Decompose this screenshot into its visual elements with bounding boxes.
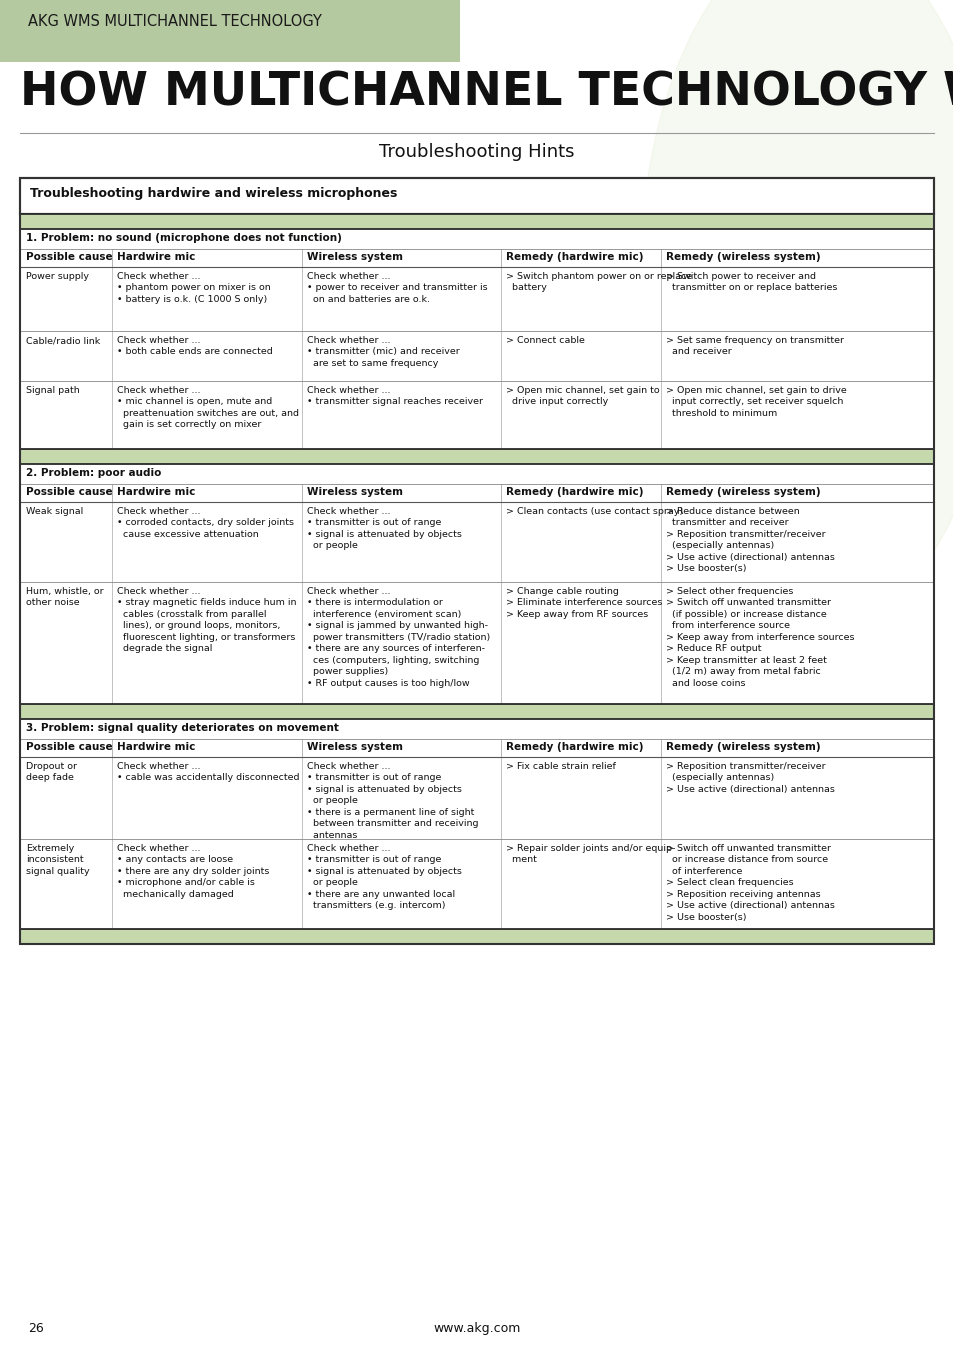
Text: Check whether ...
• cable was accidentally disconnected: Check whether ... • cable was accidental… <box>117 761 299 783</box>
Text: 3. Problem: signal quality deteriorates on movement: 3. Problem: signal quality deteriorates … <box>26 724 338 733</box>
Text: > Set same frequency on transmitter
  and receiver: > Set same frequency on transmitter and … <box>665 336 843 356</box>
Text: > Open mic channel, set gain to drive
  input correctly, set receiver squelch
  : > Open mic channel, set gain to drive in… <box>665 386 846 418</box>
Text: Check whether ...
• transmitter (mic) and receiver
  are set to same frequency: Check whether ... • transmitter (mic) an… <box>307 336 459 369</box>
Text: Hum, whistle, or
other noise: Hum, whistle, or other noise <box>26 587 104 608</box>
Bar <box>20 450 933 464</box>
Bar <box>20 703 933 720</box>
Text: Signal path: Signal path <box>26 386 80 396</box>
Text: > Reposition transmitter/receiver
  (especially antennas)
> Use active (directio: > Reposition transmitter/receiver (espec… <box>665 761 834 794</box>
Text: Possible cause: Possible cause <box>26 487 112 497</box>
Text: Check whether ...
• there is intermodulation or
  interference (enviroment scan): Check whether ... • there is intermodula… <box>307 587 490 687</box>
Text: Troubleshooting hardwire and wireless microphones: Troubleshooting hardwire and wireless mi… <box>30 188 397 200</box>
Bar <box>20 738 933 757</box>
Text: Troubleshooting Hints: Troubleshooting Hints <box>379 143 574 161</box>
Text: 1. Problem: no sound (microphone does not function): 1. Problem: no sound (microphone does no… <box>26 234 341 243</box>
Bar <box>20 248 933 267</box>
Text: Remedy (hardwire mic): Remedy (hardwire mic) <box>505 487 643 497</box>
Bar <box>20 178 933 944</box>
Text: Check whether ...
• any contacts are loose
• there are any dry solder joints
• m: Check whether ... • any contacts are loo… <box>117 844 269 899</box>
Text: Remedy (hardwire mic): Remedy (hardwire mic) <box>505 743 643 752</box>
Text: Hardwire mic: Hardwire mic <box>117 487 195 497</box>
Text: > Reduce distance between
  transmitter and receiver
> Reposition transmitter/re: > Reduce distance between transmitter an… <box>665 508 834 574</box>
Text: Check whether ...
• phantom power on mixer is on
• battery is o.k. (C 1000 S onl: Check whether ... • phantom power on mix… <box>117 271 271 304</box>
Bar <box>20 838 933 929</box>
Bar <box>20 267 933 331</box>
Text: Wireless system: Wireless system <box>307 487 402 497</box>
Text: > Switch phantom power on or replace
  battery: > Switch phantom power on or replace bat… <box>505 271 691 293</box>
Text: Remedy (wireless system): Remedy (wireless system) <box>665 252 820 262</box>
Text: 26: 26 <box>28 1322 44 1335</box>
Text: Possible cause: Possible cause <box>26 252 112 262</box>
Text: Check whether ...
• both cable ends are connected: Check whether ... • both cable ends are … <box>117 336 273 356</box>
Text: > Fix cable strain relief: > Fix cable strain relief <box>505 761 616 771</box>
Text: > Change cable routing
> Eliminate interference sources
> Keep away from RF sour: > Change cable routing > Eliminate inter… <box>505 587 661 618</box>
Text: > Connect cable: > Connect cable <box>505 336 584 346</box>
Text: HOW MULTICHANNEL TECHNOLOGY WORKS: HOW MULTICHANNEL TECHNOLOGY WORKS <box>20 70 953 115</box>
Bar <box>20 485 933 502</box>
Bar <box>20 230 933 248</box>
Bar <box>20 178 933 215</box>
Bar <box>20 464 933 485</box>
Text: Hardwire mic: Hardwire mic <box>117 252 195 262</box>
Bar <box>20 929 933 944</box>
Bar <box>20 381 933 450</box>
Bar <box>20 215 933 230</box>
Text: Dropout or
deep fade: Dropout or deep fade <box>26 761 77 783</box>
Bar <box>20 331 933 381</box>
Text: > Open mic channel, set gain to
  drive input correctly: > Open mic channel, set gain to drive in… <box>505 386 659 406</box>
Text: Power supply: Power supply <box>26 271 89 281</box>
Text: Check whether ...
• stray magnetic fields induce hum in
  cables (crosstalk from: Check whether ... • stray magnetic field… <box>117 587 296 653</box>
Bar <box>20 502 933 582</box>
Text: > Repair solder joints and/or equip-
  ment: > Repair solder joints and/or equip- men… <box>505 844 675 864</box>
Text: Possible cause: Possible cause <box>26 743 112 752</box>
Text: AKG WMS MULTICHANNEL TECHNOLOGY: AKG WMS MULTICHANNEL TECHNOLOGY <box>28 14 321 28</box>
Text: Extremely
inconsistent
signal quality: Extremely inconsistent signal quality <box>26 844 90 876</box>
Bar <box>0 0 459 62</box>
Text: Wireless system: Wireless system <box>307 252 402 262</box>
Text: Check whether ...
• power to receiver and transmitter is
  on and batteries are : Check whether ... • power to receiver an… <box>307 271 487 304</box>
Text: Check whether ...
• transmitter signal reaches receiver: Check whether ... • transmitter signal r… <box>307 386 482 406</box>
Polygon shape <box>639 0 953 630</box>
Text: 2. Problem: poor audio: 2. Problem: poor audio <box>26 468 161 478</box>
Text: > Clean contacts (use contact spray): > Clean contacts (use contact spray) <box>505 508 682 516</box>
Text: Wireless system: Wireless system <box>307 743 402 752</box>
Text: Weak signal: Weak signal <box>26 508 83 516</box>
Text: Remedy (hardwire mic): Remedy (hardwire mic) <box>505 252 643 262</box>
Text: > Switch off unwanted transmitter
  or increase distance from source
  of interf: > Switch off unwanted transmitter or inc… <box>665 844 834 922</box>
Bar <box>20 720 933 738</box>
Text: Check whether ...
• mic channel is open, mute and
  preattenuation switches are : Check whether ... • mic channel is open,… <box>117 386 298 429</box>
Bar <box>20 757 933 838</box>
Text: Check whether ...
• transmitter is out of range
• signal is attenuated by object: Check whether ... • transmitter is out o… <box>307 761 478 840</box>
Text: Cable/radio link: Cable/radio link <box>26 336 100 346</box>
Text: Check whether ...
• transmitter is out of range
• signal is attenuated by object: Check whether ... • transmitter is out o… <box>307 508 461 551</box>
Text: Remedy (wireless system): Remedy (wireless system) <box>665 487 820 497</box>
Text: Check whether ...
• corroded contacts, dry solder joints
  cause excessive atten: Check whether ... • corroded contacts, d… <box>117 508 294 539</box>
Text: > Select other frequencies
> Switch off unwanted transmitter
  (if possible) or : > Select other frequencies > Switch off … <box>665 587 854 687</box>
Text: > Switch power to receiver and
  transmitter on or replace batteries: > Switch power to receiver and transmitt… <box>665 271 837 293</box>
Text: www.akg.com: www.akg.com <box>433 1322 520 1335</box>
Bar <box>20 582 933 703</box>
Text: Hardwire mic: Hardwire mic <box>117 743 195 752</box>
Text: Remedy (wireless system): Remedy (wireless system) <box>665 743 820 752</box>
Text: Check whether ...
• transmitter is out of range
• signal is attenuated by object: Check whether ... • transmitter is out o… <box>307 844 461 910</box>
